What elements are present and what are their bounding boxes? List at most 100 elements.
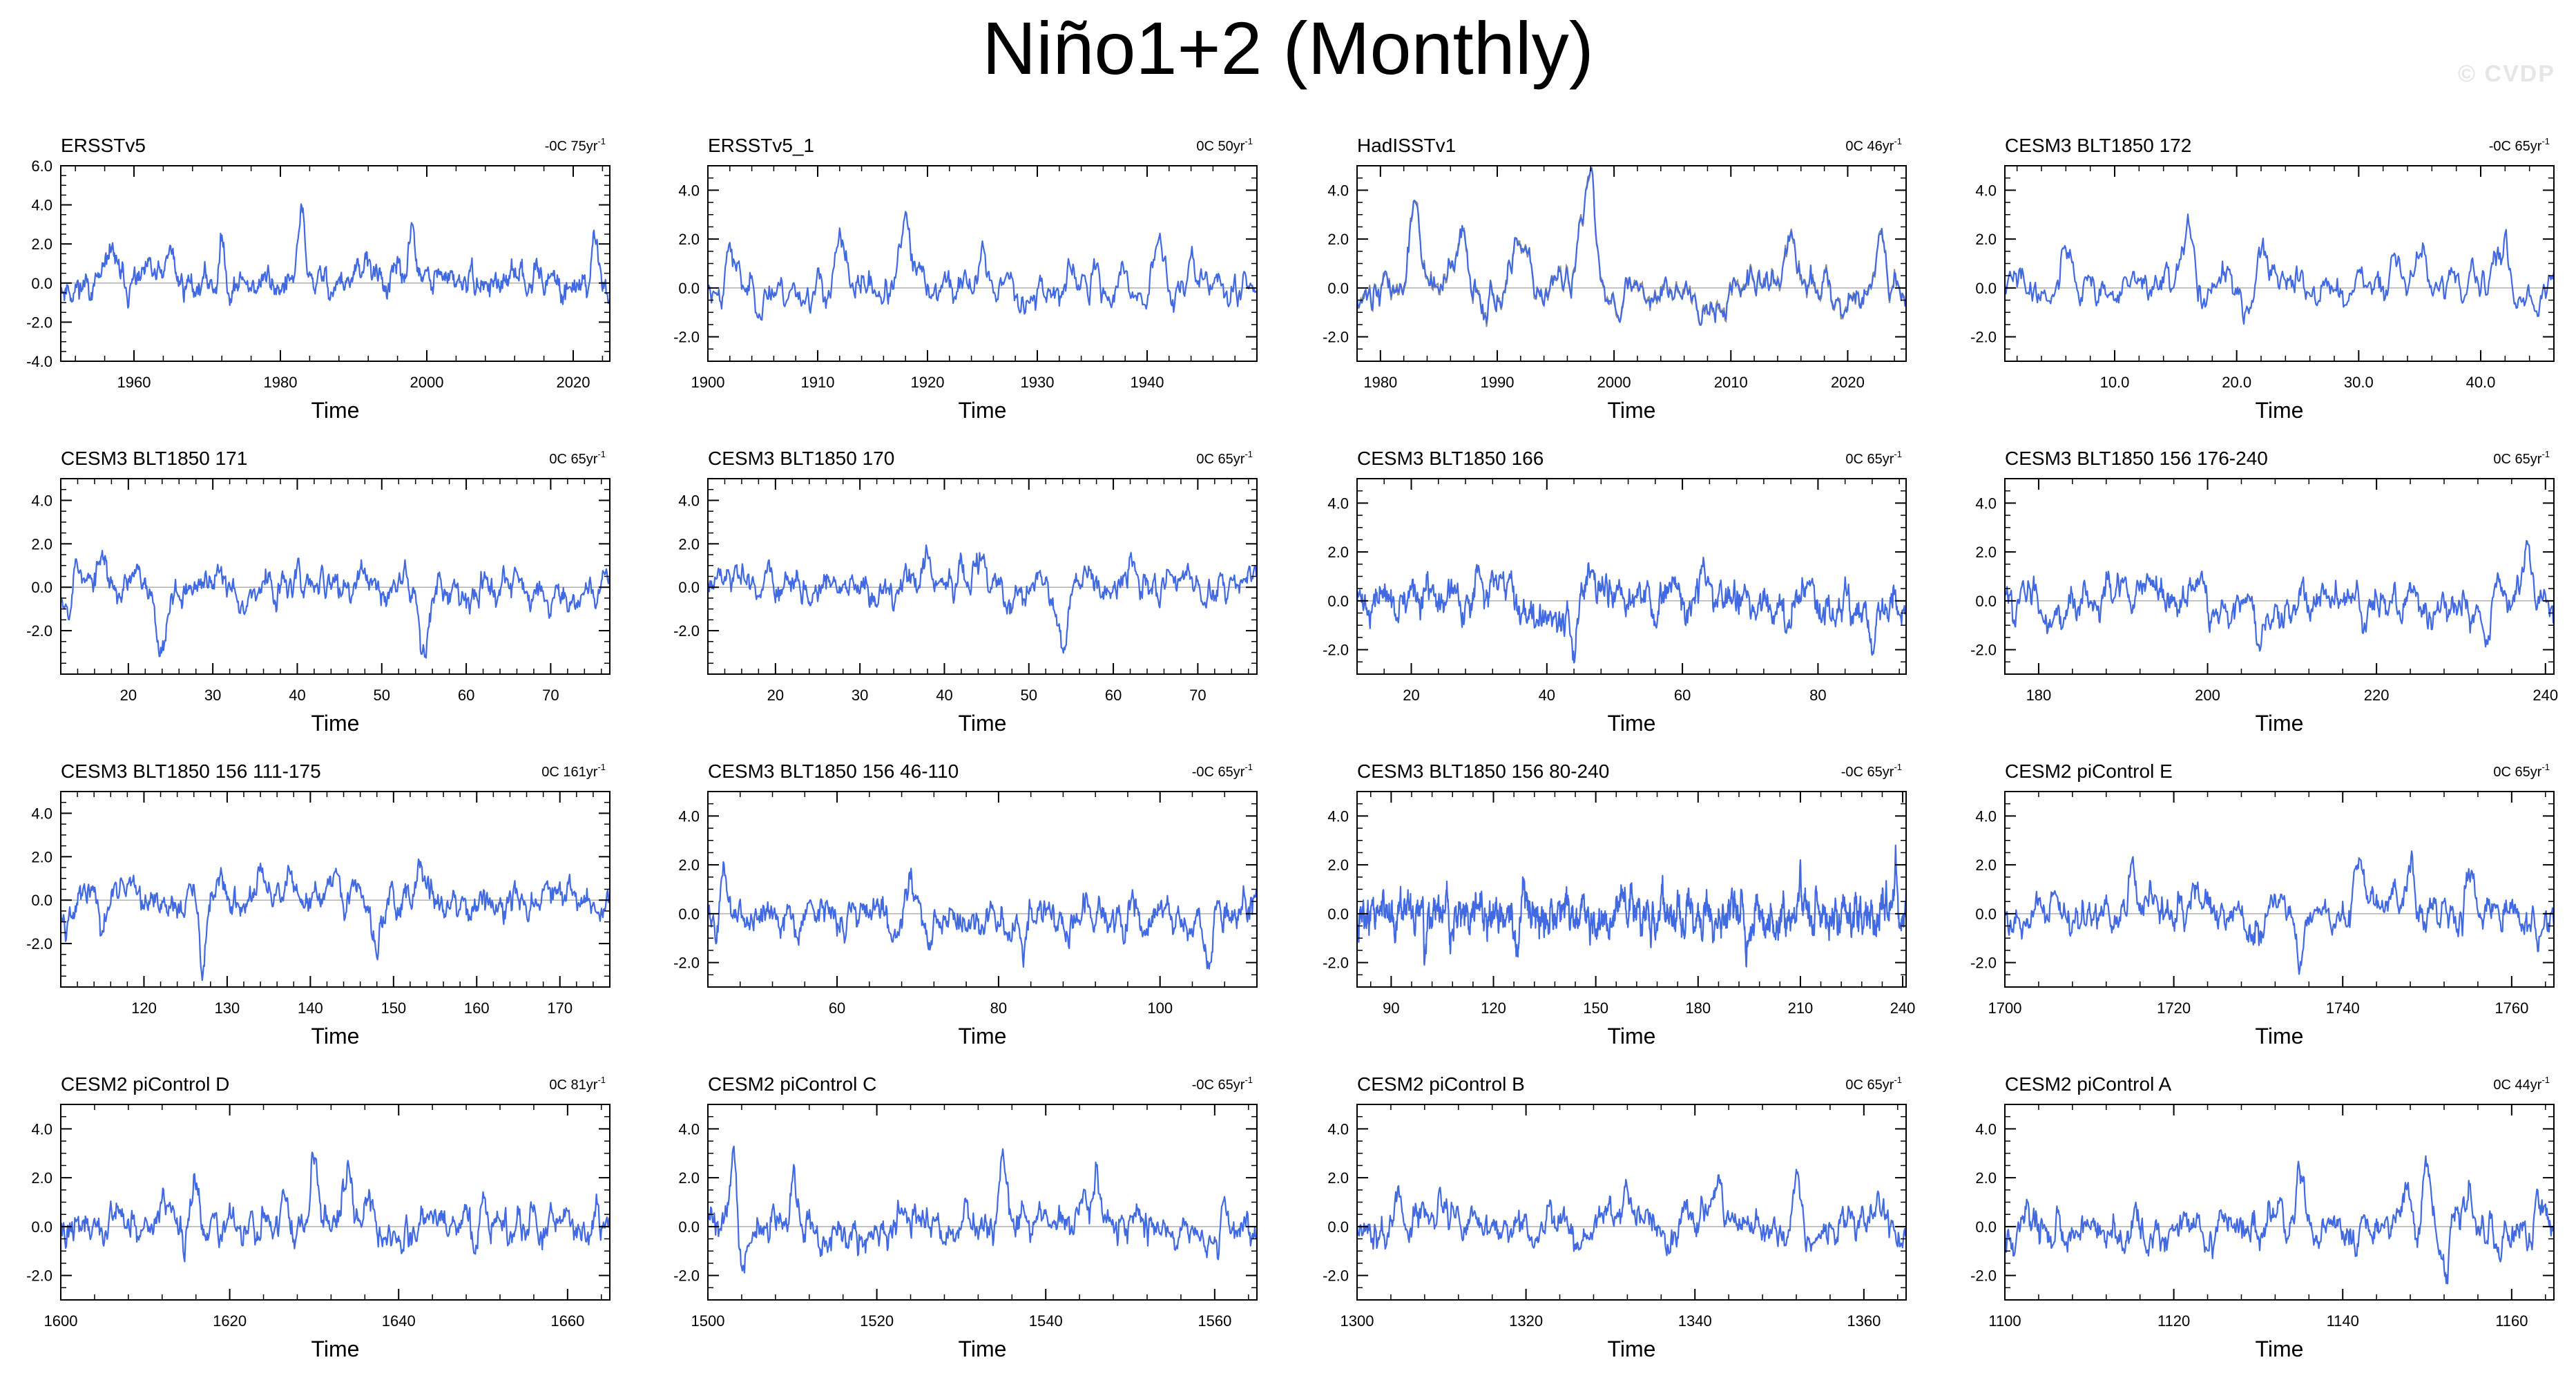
series-line	[707, 1145, 1258, 1274]
x-tick-label: 180	[2026, 687, 2052, 704]
x-axis-label: Time	[959, 711, 1007, 736]
x-axis-label: Time	[2256, 711, 2304, 736]
y-tick-label: -2.0	[26, 1267, 52, 1285]
y-tick-label: 6.0	[31, 157, 52, 175]
y-tick-label: 2.0	[1327, 231, 1349, 248]
panel-title: CESM3 BLT1850 156 80-240	[1357, 760, 1609, 782]
y-tick-label: 2.0	[1975, 544, 1997, 561]
x-tick-label: 40	[936, 687, 952, 704]
panel-title: ERSSTv5_1	[708, 135, 814, 156]
x-tick-label: 1760	[2495, 999, 2528, 1017]
panel-title: CESM3 BLT1850 171	[61, 448, 247, 469]
x-tick-label: 120	[131, 999, 157, 1017]
x-tick-label: 10.0	[2100, 374, 2130, 391]
series-line	[1356, 1169, 1907, 1256]
x-tick-label: 1120	[2157, 1312, 2190, 1330]
y-tick-label: 2.0	[678, 231, 700, 248]
panel-title: CESM3 BLT1850 172	[2005, 135, 2191, 156]
x-tick-label: 200	[2195, 687, 2220, 704]
x-tick-label: 1920	[911, 374, 945, 391]
x-axis-label: Time	[2256, 1024, 2304, 1048]
panel-0: 1960 1980 2000 2020 -4.0 -2.0 0.0 2.0 4.0 6.0 ERSS…	[26, 135, 611, 423]
x-tick-label: 1320	[1509, 1312, 1543, 1330]
x-tick-label: 80	[990, 999, 1007, 1017]
x-tick-label: 1540	[1029, 1312, 1063, 1330]
y-tick-label: 2.0	[678, 1169, 700, 1187]
x-tick-label: 20	[767, 687, 784, 704]
plot-frame	[707, 791, 1258, 988]
panel-8: 120 130 140 150 160 170 -2.0 0.0 2.0 4.0 CESM3 BLT…	[26, 760, 611, 1048]
y-tick-label: -2.0	[1970, 955, 1997, 972]
y-tick-label: 0.0	[31, 1218, 52, 1236]
x-tick-label: 1340	[1678, 1312, 1712, 1330]
x-tick-label: 20.0	[2222, 374, 2251, 391]
x-tick-label: 2000	[410, 374, 444, 391]
y-tick-label: 4.0	[678, 807, 700, 825]
series-line	[59, 1151, 611, 1263]
series-line	[2003, 850, 2555, 975]
panel-11: 1700 1720 1740 1760 -2.0 0.0 2.0 4.0 CESM2 piCon…	[1970, 760, 2555, 1048]
y-tick-label: -2.0	[673, 622, 700, 640]
plot-frame	[60, 1104, 611, 1301]
x-axis-label: Time	[311, 398, 360, 423]
x-tick-label: 1620	[213, 1312, 247, 1330]
panel-12: 1600 1620 1640 1660 -2.0 0.0 2.0 4.0 CESM2 piCon…	[26, 1073, 611, 1361]
trend-label: 0C 161yr-1	[541, 762, 606, 780]
x-tick-label: 40.0	[2466, 374, 2496, 391]
plot-frame	[2004, 478, 2555, 675]
x-tick-label: 1140	[2327, 1312, 2359, 1330]
trend-label: 0C 65yr-1	[1196, 449, 1253, 467]
y-tick-label: 0.0	[31, 275, 52, 292]
y-tick-label: 0.0	[31, 892, 52, 909]
x-tick-label: 30.0	[2344, 374, 2374, 391]
panel-title: CESM2 piControl D	[61, 1073, 229, 1095]
y-tick-label: 2.0	[31, 535, 52, 553]
panel-4: 20 30 40 50 60 70 -2.0 0.0 2.0 4.0 CESM3 BLT1850 1…	[26, 448, 611, 736]
x-tick-label: 1990	[1481, 374, 1515, 391]
trend-label: 0C 65yr-1	[549, 449, 606, 467]
y-tick-label: 4.0	[678, 182, 700, 199]
x-tick-label: 60	[458, 687, 474, 704]
panel-title: CESM2 piControl B	[1357, 1073, 1525, 1095]
panel-5: 20 30 40 50 60 70 -2.0 0.0 2.0 4.0 CESM3 BLT1850 1…	[673, 448, 1258, 736]
y-tick-label: 0.0	[678, 579, 700, 596]
plot-frame	[707, 165, 1258, 362]
series-line	[707, 211, 1258, 321]
x-tick-label: 2020	[557, 374, 590, 391]
y-tick-label: 4.0	[31, 492, 52, 509]
y-tick-label: 4.0	[1327, 182, 1349, 199]
trend-label: 0C 65yr-1	[1845, 449, 1902, 467]
y-tick-label: 0.0	[1327, 1218, 1349, 1236]
series-line	[1356, 167, 1907, 326]
y-tick-label: 4.0	[1327, 495, 1349, 512]
y-tick-label: -2.0	[1970, 329, 1997, 346]
plot-frame	[1356, 165, 1907, 362]
x-tick-label: 140	[298, 999, 323, 1017]
x-tick-label: 30	[204, 687, 221, 704]
panel-10: 90 120 150 180 210 240 -2.0 0.0 2.0 4.0 CESM3 BLT1…	[1323, 760, 1915, 1048]
y-tick-label: 2.0	[1327, 544, 1349, 561]
plot-frame	[1356, 478, 1907, 675]
x-axis-label: Time	[2256, 1337, 2304, 1361]
x-tick-label: 1640	[382, 1312, 416, 1330]
panel-title: CESM2 piControl A	[2005, 1073, 2172, 1095]
x-tick-label: 1700	[1988, 999, 2022, 1017]
panel-14: 1300 1320 1340 1360 -2.0 0.0 2.0 4.0 CESM2 piCon…	[1323, 1073, 1907, 1361]
x-axis-label: Time	[311, 711, 360, 736]
x-tick-label: 1980	[264, 374, 298, 391]
x-tick-label: 150	[381, 999, 406, 1017]
plot-frame	[60, 165, 611, 362]
trend-label: -0C 75yr-1	[545, 136, 606, 154]
y-tick-label: 0.0	[1327, 593, 1349, 610]
y-tick-label: 2.0	[1975, 1169, 1997, 1187]
x-tick-label: 170	[547, 999, 573, 1017]
y-tick-label: 4.0	[1975, 1120, 1997, 1138]
panel-title: CESM3 BLT1850 156 111-175	[61, 760, 321, 782]
x-tick-label: 1900	[691, 374, 725, 391]
x-tick-label: 80	[1809, 687, 1826, 704]
y-tick-label: -2.0	[673, 1267, 700, 1285]
y-tick-label: -2.0	[1970, 642, 1997, 659]
panel-9: 60 80 100 -2.0 0.0 2.0 4.0 CESM3 BLT1850 156 46…	[673, 760, 1258, 1048]
panel-6: 20 40 60 80 -2.0 0.0 2.0 4.0 CESM3 BLT1850 166 0C…	[1323, 448, 1907, 736]
x-tick-label: 1500	[691, 1312, 725, 1330]
